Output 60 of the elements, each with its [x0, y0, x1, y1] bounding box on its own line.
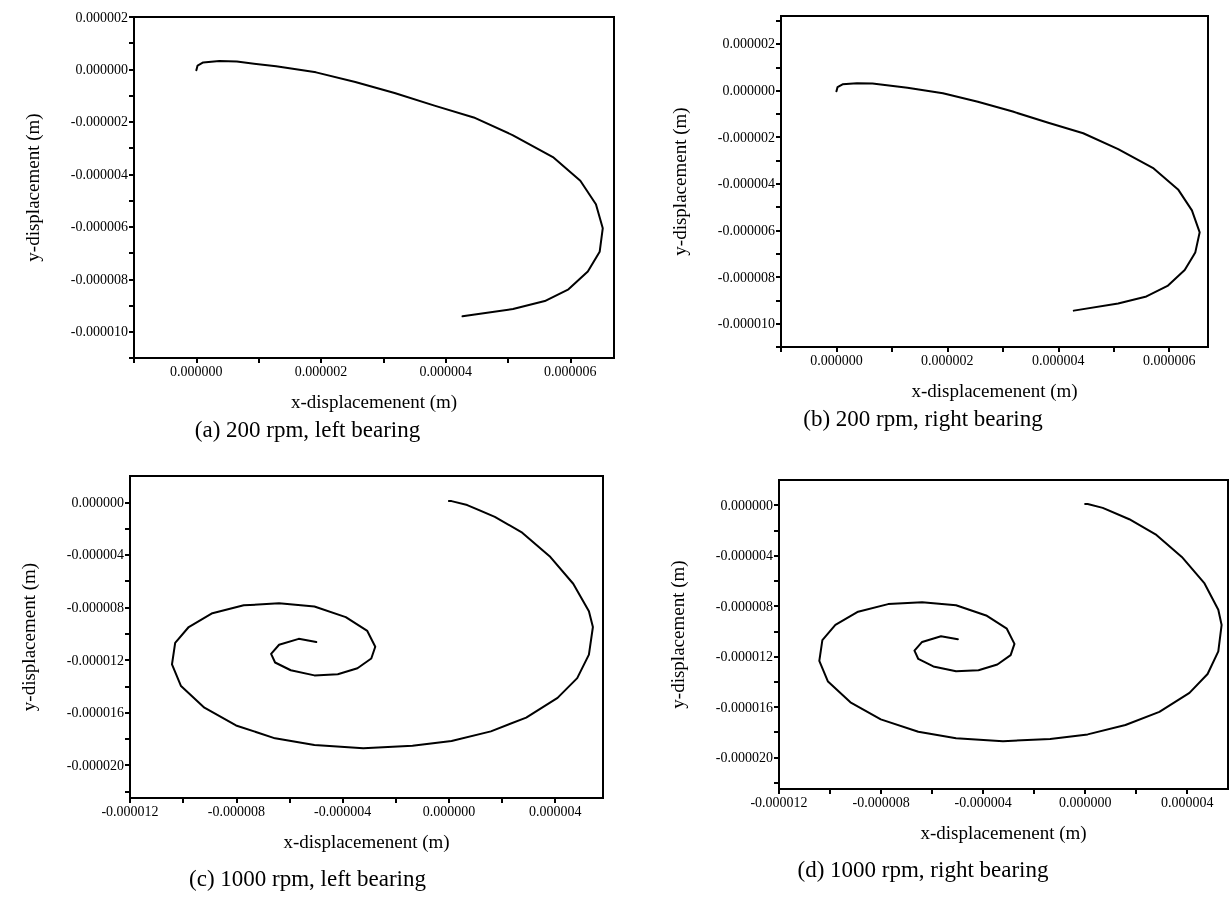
x-tick-label: 0.000006 — [544, 363, 597, 379]
y-tick-label: -0.000004 — [66, 547, 124, 563]
x-axis-title: x-displacemenent (m) — [283, 831, 450, 853]
x-tick-label: 0.000002 — [294, 363, 348, 379]
y-tick-label: 0.000000 — [720, 497, 773, 513]
x-tick-label: -0.000012 — [101, 803, 159, 819]
x-tick-label: 0.000000 — [422, 803, 476, 819]
y-tick-label: -0.000010 — [717, 316, 775, 332]
x-tick-label: -0.000004 — [954, 794, 1012, 810]
x-tick-label: 0.000006 — [1142, 352, 1196, 368]
y-tick-label: -0.000012 — [715, 649, 773, 665]
y-axis-title: y-displacement (m) — [669, 107, 691, 256]
x-tick-label: 0.000004 — [528, 803, 582, 819]
y-tick-label: -0.000008 — [66, 599, 124, 615]
y-tick-label: -0.000012 — [66, 652, 124, 668]
y-tick-label: -0.000020 — [66, 757, 124, 773]
y-tick-label: -0.000006 — [70, 219, 128, 235]
y-tick-label: -0.000016 — [66, 705, 124, 721]
y-tick-label: -0.000008 — [717, 269, 775, 285]
text: (b) 200 rpm, right bearing — [803, 406, 1044, 431]
y-tick-label: 0.000002 — [722, 36, 775, 52]
y-tick-label: -0.000010 — [70, 324, 128, 340]
y-tick-label: -0.000004 — [717, 176, 775, 192]
x-tick-label: 0.000004 — [419, 363, 472, 379]
y-tick-label: 0.000000 — [71, 494, 124, 510]
line-series — [835, 82, 1201, 312]
x-tick-label: -0.000012 — [750, 794, 808, 810]
line-series — [170, 500, 594, 750]
y-axis-title: y-displacement (m) — [667, 560, 689, 709]
x-axis-title: x-displacemenent (m) — [920, 822, 1087, 844]
x-axis-title: x-displacemenent (m) — [911, 380, 1078, 402]
y-tick-label: -0.000008 — [715, 598, 773, 614]
x-tick-label: -0.000008 — [852, 794, 910, 810]
y-tick-label: -0.000002 — [717, 129, 775, 145]
y-tick-label: -0.000002 — [70, 114, 128, 130]
line-series — [818, 503, 1223, 743]
line-series — [195, 60, 604, 318]
y-tick-label: -0.000006 — [717, 222, 775, 238]
text: (a) 200 rpm, left bearing — [194, 417, 421, 442]
y-tick-label: -0.000016 — [715, 699, 773, 715]
x-tick-label: 0.000002 — [921, 352, 974, 368]
y-axis-title: y-displacement (m) — [22, 113, 44, 262]
x-tick-label: -0.000008 — [207, 803, 265, 819]
x-axis-title: x-displacemenent (m) — [290, 391, 458, 413]
y-tick-label: -0.000008 — [70, 271, 128, 287]
x-tick-label: 0.000000 — [810, 352, 863, 368]
text: (d) 1000 rpm, right bearing — [797, 857, 1050, 882]
y-axis-title: y-displacement (m) — [18, 562, 40, 712]
x-tick-label: 0.000000 — [1058, 794, 1112, 810]
y-tick-label: 0.000002 — [75, 9, 128, 25]
x-tick-label: 0.000004 — [1160, 794, 1214, 810]
x-tick-label: 0.000004 — [1032, 352, 1085, 368]
x-tick-label: 0.000000 — [170, 363, 223, 379]
y-tick-label: -0.000004 — [715, 548, 773, 564]
y-tick-label: -0.000020 — [715, 749, 773, 765]
y-tick-label: 0.000000 — [722, 83, 775, 99]
y-tick-label: -0.000004 — [70, 166, 128, 182]
y-tick-label: 0.000000 — [75, 61, 128, 77]
x-tick-label: -0.000004 — [314, 803, 372, 819]
text: (c) 1000 rpm, left bearing — [189, 866, 427, 891]
